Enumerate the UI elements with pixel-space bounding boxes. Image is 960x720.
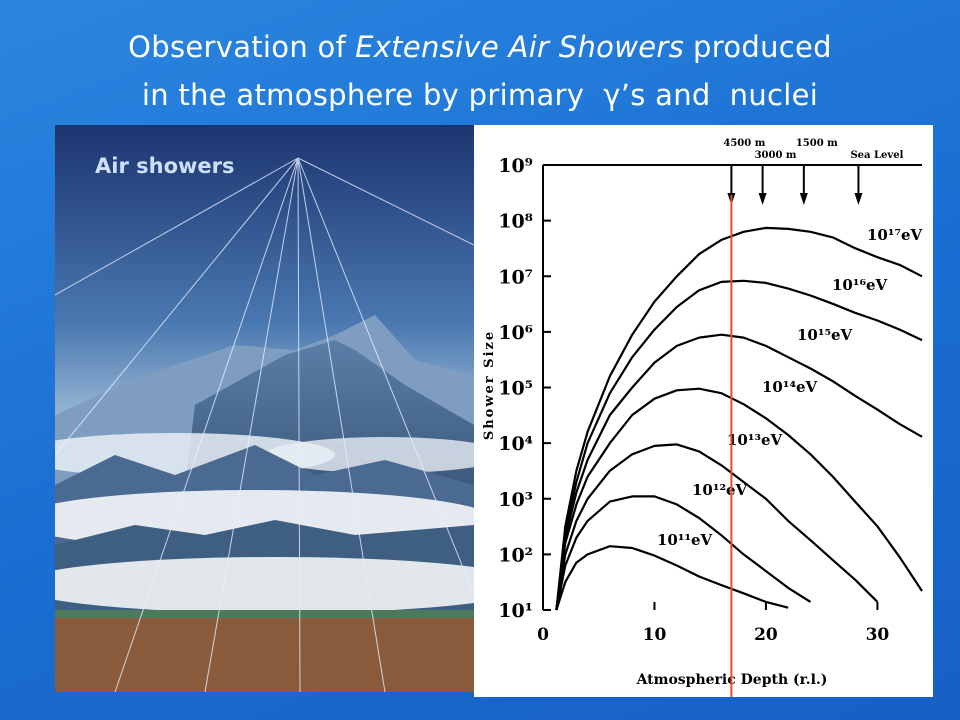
series-label: 10¹¹eV	[657, 531, 713, 549]
cloud	[55, 557, 474, 613]
title-text: Observation of	[128, 30, 347, 64]
y-tick-label: 10⁶	[498, 322, 533, 344]
annotation-arrowhead	[854, 193, 863, 205]
series-line	[555, 333, 923, 611]
illustration: Air showers	[55, 125, 474, 692]
series-label: 10¹⁶eV	[832, 276, 888, 294]
x-tick-label: 0	[537, 625, 549, 645]
annotation-arrowhead	[799, 193, 808, 205]
x-tick-label: 30	[866, 625, 890, 645]
y-tick-label: 10⁸	[498, 211, 533, 233]
series-label: 10¹⁷eV	[867, 226, 923, 244]
ground	[55, 618, 474, 692]
series-label: 10¹⁵eV	[797, 326, 853, 344]
series-line	[555, 226, 923, 611]
slide-title-line-2: in the atmosphere by primary γ’s and nuc…	[141, 78, 819, 112]
y-tick-label: 10⁵	[498, 378, 533, 400]
series-line	[555, 545, 789, 611]
series-line	[555, 279, 923, 611]
series-label: 10¹⁴eV	[762, 378, 818, 396]
title-text: produced	[693, 30, 832, 64]
y-axis-label: Shower Size	[482, 330, 497, 440]
annotation-label: 1500 m	[796, 138, 838, 149]
slide-title-line-1: Observation of Extensive Air Showers produ…	[0, 30, 960, 64]
y-tick-label: 10⁹	[498, 155, 533, 177]
annotation-label: 4500 m	[723, 138, 765, 149]
y-tick-label: 10²	[498, 544, 533, 566]
series-line	[555, 495, 812, 611]
y-tick-label: 10⁷	[498, 266, 533, 288]
y-tick-label: 10¹	[498, 600, 533, 622]
x-tick-label: 20	[754, 625, 778, 645]
annotation-label: 3000 m	[755, 150, 797, 161]
y-tick-label: 10³	[498, 489, 533, 511]
annotation-label: Sea Level	[850, 150, 903, 161]
x-tick-label: 10	[643, 625, 667, 645]
y-tick-label: 10⁴	[498, 433, 533, 455]
annotation-arrowhead	[758, 193, 767, 205]
series-label: 10¹³eV	[727, 431, 783, 449]
plain	[55, 610, 474, 618]
series-line	[555, 443, 879, 611]
title-italic: Extensive Air Showers	[355, 30, 685, 64]
illustration-label: Air showers	[95, 154, 235, 178]
series-line	[555, 387, 923, 611]
series-label: 10¹²eV	[692, 481, 748, 499]
shower-lines	[55, 157, 474, 692]
